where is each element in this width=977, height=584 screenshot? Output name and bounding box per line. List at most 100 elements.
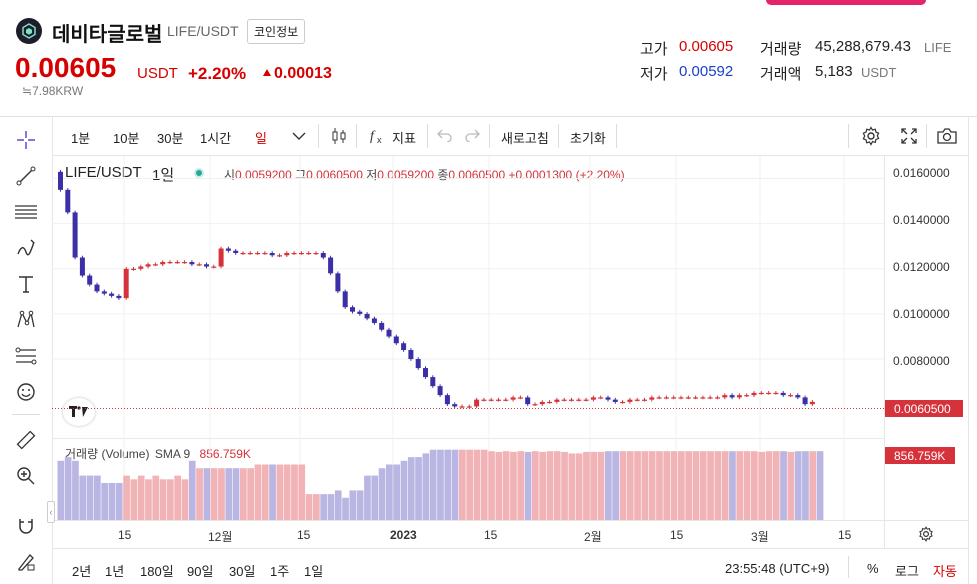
toolbar-separator — [318, 124, 319, 148]
range-30d[interactable]: 30일 — [229, 564, 256, 579]
range-90d[interactable]: 90일 — [187, 564, 214, 579]
candle — [393, 336, 399, 344]
log-toggle[interactable]: 로그 — [895, 564, 919, 579]
legend-low-label: 저 — [366, 168, 378, 182]
candle — [131, 268, 136, 270]
coin-info-button[interactable]: 코인정보 — [247, 19, 306, 44]
settings-gear-icon[interactable] — [861, 126, 881, 146]
candle — [262, 253, 268, 255]
candle — [561, 399, 567, 401]
camera-icon[interactable] — [936, 127, 958, 145]
candle-type-icon[interactable] — [330, 126, 348, 146]
volume-bar — [283, 464, 291, 520]
candle — [364, 313, 370, 319]
candle — [707, 397, 713, 399]
candle — [240, 253, 246, 255]
volume-bar — [597, 451, 605, 520]
coin-logo-icon — [16, 18, 42, 44]
refresh-button[interactable]: 새로고침 — [501, 131, 549, 146]
range-1w[interactable]: 1주 — [270, 564, 290, 579]
price-axis-divider — [884, 156, 885, 548]
chevron-down-icon[interactable] — [291, 128, 307, 144]
interval-1hour[interactable]: 1시간 — [200, 131, 232, 146]
undo-icon[interactable] — [437, 128, 453, 142]
axis-settings-gear-icon[interactable] — [918, 526, 934, 542]
range-2y[interactable]: 2년 — [72, 564, 92, 579]
y-tick-1: 0.0140000 — [893, 213, 950, 227]
interval-1day[interactable]: 일 — [255, 131, 267, 146]
candle — [342, 291, 348, 308]
y-tick-0: 0.0160000 — [893, 166, 950, 180]
right-border — [968, 117, 969, 584]
volume-bar — [546, 451, 554, 520]
toolbar-separator-7 — [848, 124, 849, 148]
volume-bar — [532, 451, 539, 520]
crosshair-icon[interactable] — [12, 126, 40, 154]
draw-lock-icon[interactable] — [12, 548, 40, 576]
volume-bar — [174, 475, 181, 520]
volume-bar — [707, 451, 714, 520]
x-tick-0: 15 — [118, 528, 132, 542]
redo-icon[interactable] — [464, 128, 480, 142]
magnet-icon[interactable] — [12, 512, 40, 540]
candle — [722, 395, 728, 398]
candle — [547, 401, 553, 404]
top-action-bar[interactable] — [766, 0, 926, 5]
fullscreen-icon[interactable] — [900, 127, 918, 145]
fib-tool-icon[interactable] — [12, 342, 40, 370]
candle — [138, 266, 144, 269]
pattern-icon[interactable] — [12, 306, 40, 334]
volume-bar — [626, 451, 634, 520]
volume-bar — [459, 449, 466, 520]
candle — [554, 399, 560, 402]
trend-line-icon[interactable] — [12, 162, 40, 190]
sidebar-collapse-button[interactable]: ‹ — [47, 501, 55, 523]
volume-bar — [656, 451, 663, 520]
volume-bar — [232, 468, 240, 520]
text-tool-icon[interactable] — [12, 270, 40, 298]
interval-30min[interactable]: 30분 — [157, 131, 184, 146]
sidebar-divider — [52, 117, 53, 584]
high-label: 고가 — [640, 41, 668, 58]
amount-unit: USDT — [861, 65, 897, 80]
current-price-tag: 0.0060500 — [885, 400, 963, 417]
candle — [350, 307, 355, 312]
emoji-icon[interactable] — [12, 378, 40, 406]
volume-bar — [86, 475, 94, 520]
volume-bar — [685, 451, 692, 520]
candle — [313, 253, 319, 255]
change-percent: +2.20% — [188, 64, 247, 83]
candle — [269, 253, 275, 256]
auto-toggle[interactable]: 자동 — [933, 564, 957, 579]
price-unit: USDT — [137, 65, 178, 82]
zoom-in-icon[interactable] — [12, 462, 40, 490]
brush-icon[interactable] — [12, 234, 40, 262]
range-1d[interactable]: 1일 — [304, 564, 324, 579]
interval-1min[interactable]: 1분 — [71, 131, 91, 146]
candle — [174, 262, 180, 264]
horizontal-lines-icon[interactable] — [12, 198, 40, 226]
range-1y[interactable]: 1년 — [105, 564, 125, 579]
candle — [233, 250, 239, 254]
percent-toggle[interactable]: % — [867, 561, 879, 576]
reset-button[interactable]: 초기화 — [570, 131, 606, 146]
candle — [583, 399, 589, 401]
volume-bar — [451, 449, 459, 520]
volume-bar — [699, 451, 707, 520]
clock-time[interactable]: 23:55:48 (UTC+9) — [725, 561, 830, 576]
volume-bar — [473, 449, 481, 520]
indicator-button[interactable]: 지표 — [392, 131, 416, 146]
volume-bar — [240, 468, 247, 520]
price-chart[interactable] — [52, 156, 884, 520]
volume-bar — [751, 451, 758, 520]
interval-10min[interactable]: 10분 — [113, 131, 140, 146]
candle — [182, 262, 188, 264]
candle — [379, 322, 385, 330]
ruler-icon[interactable] — [12, 426, 40, 454]
volume-legend-sma: SMA 9 — [154, 447, 191, 461]
range-180d[interactable]: 180일 — [140, 564, 174, 579]
volume-bar — [539, 451, 546, 520]
volume-bar — [108, 483, 116, 520]
volume-bar — [590, 451, 598, 520]
